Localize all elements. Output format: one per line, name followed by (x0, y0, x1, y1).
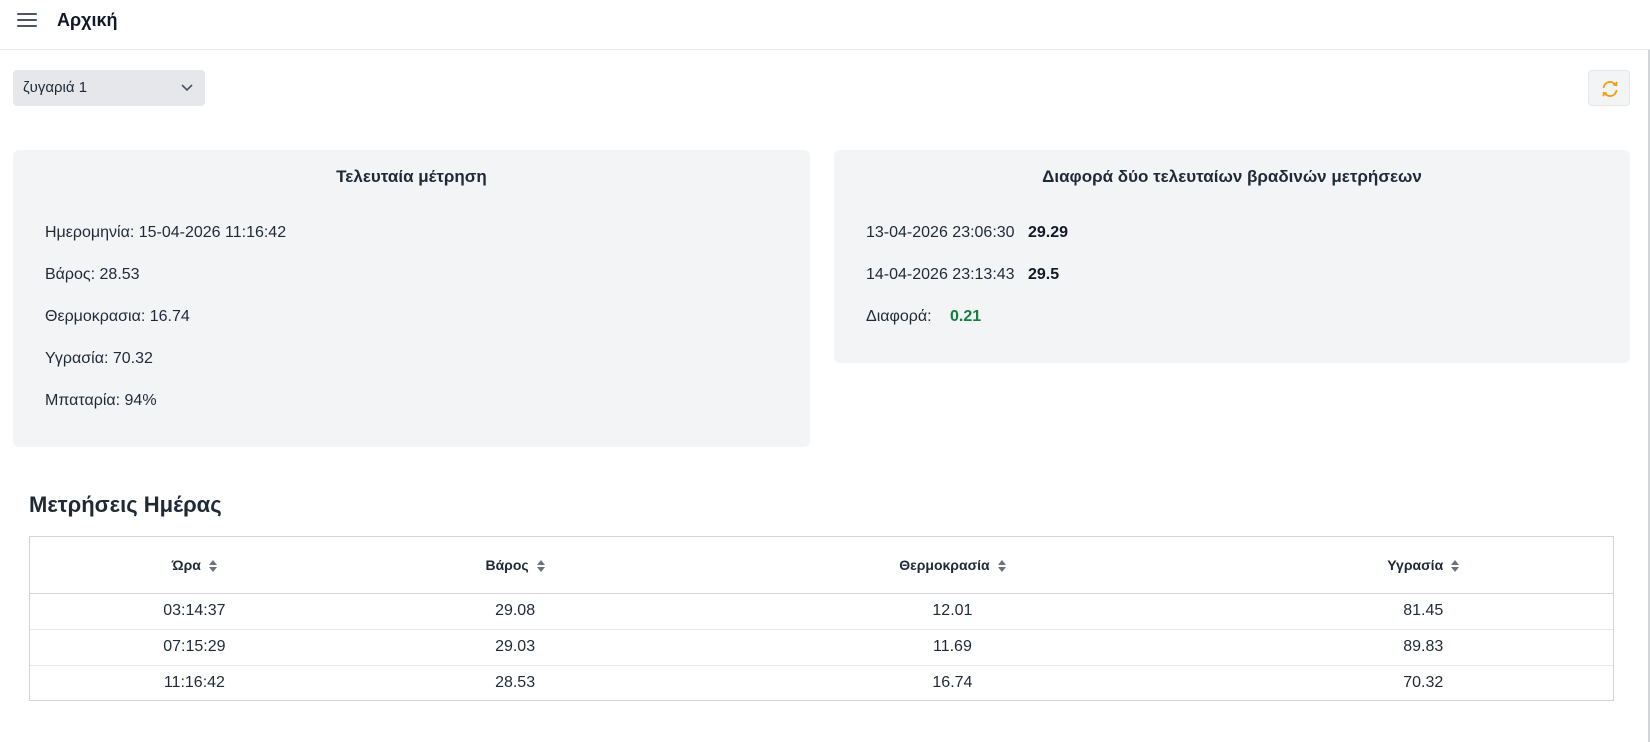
day-measurements-title: Μετρήσεις Ημέρας (29, 492, 222, 517)
sort-icon (997, 559, 1006, 573)
menu-icon[interactable] (17, 13, 37, 29)
difference-label: Διαφορά: (866, 308, 932, 325)
table-cell: 89.83 (1233, 629, 1613, 666)
difference-first-value: 29.29 (1028, 224, 1069, 241)
column-header-humidity[interactable]: Υγρασία (1233, 537, 1613, 594)
difference-card: Διαφορά δύο τελευταίων βραδινών μετρήσεω… (834, 150, 1630, 363)
table-row: 07:15:29 29.03 11.69 89.83 (30, 629, 1613, 666)
difference-result: Διαφορά: 0.21 (866, 308, 981, 326)
column-header-label: Θερμοκρασία (899, 556, 990, 573)
top-bar: Αρχική (0, 0, 1650, 50)
sort-icon (1451, 559, 1460, 573)
difference-first: 13-04-2026 23:06:30 29.29 (866, 224, 1068, 242)
table-cell: 12.01 (671, 593, 1234, 630)
last-measurement-humidity: Υγρασία: 70.32 (45, 350, 153, 367)
table-cell: 29.03 (358, 629, 672, 666)
table-cell: 07:15:29 (30, 629, 359, 666)
refresh-button[interactable] (1588, 70, 1630, 106)
table-cell: 28.53 (495, 674, 536, 692)
last-measurement-weight: Βάρος: 28.53 (45, 266, 140, 283)
last-measurement-card: Τελευταία μέτρηση Ημερομηνία: 15-04-2026… (13, 150, 810, 447)
last-measurement-date: Ημερομηνία: 15-04-2026 11:16:42 (45, 224, 287, 241)
scrollbar-edge (1648, 50, 1650, 742)
difference-value: 0.21 (950, 308, 982, 325)
difference-second-value: 29.5 (1028, 266, 1060, 283)
table-cell: 16.74 (932, 674, 973, 692)
column-header-weight[interactable]: Βάρος (358, 537, 672, 594)
chevron-down-icon (181, 84, 193, 92)
last-measurement-title: Τελευταία μέτρηση (336, 167, 487, 186)
difference-second: 14-04-2026 23:13:43 29.5 (866, 266, 1059, 284)
scale-select[interactable]: ζυγαριά 1 (13, 70, 205, 106)
difference-first-datetime: 13-04-2026 23:06:30 (866, 224, 1015, 241)
scale-select-value: ζυγαριά 1 (23, 79, 88, 96)
table-cell: 03:14:37 (30, 593, 359, 630)
column-header-time[interactable]: Ώρα (30, 537, 359, 594)
column-header-label: Βάρος (485, 556, 529, 573)
refresh-icon (1602, 81, 1618, 97)
column-header-label: Υγρασία (1387, 556, 1444, 573)
sort-icon (536, 559, 545, 573)
table-cell: 11.69 (671, 629, 1234, 666)
table-row: 11:16:42 28.53 16.74 70.32 (30, 665, 1613, 701)
difference-title: Διαφορά δύο τελευταίων βραδινών μετρήσεω… (1042, 167, 1422, 186)
table-cell: 81.45 (1233, 593, 1613, 630)
difference-second-datetime: 14-04-2026 23:13:43 (866, 266, 1015, 283)
sort-icon (208, 559, 217, 573)
page-title: Αρχική (57, 10, 118, 30)
table-row: 03:14:37 29.08 12.01 81.45 (30, 593, 1613, 630)
table-cell: 11:16:42 (163, 674, 225, 692)
day-measurements-table: Ώρα Βάρος Θερμοκρασία Υγρασία 03:14:37 2… (29, 536, 1614, 701)
table-cell: 70.32 (1403, 674, 1444, 692)
last-measurement-temperature: Θερμοκρασια: 16.74 (45, 308, 190, 325)
last-measurement-battery: Μπαταρία: 94% (45, 392, 157, 409)
table-header-row: Ώρα Βάρος Θερμοκρασία Υγρασία (30, 537, 1613, 594)
table-cell: 29.08 (358, 593, 672, 630)
column-header-temperature[interactable]: Θερμοκρασία (671, 537, 1234, 594)
column-header-label: Ώρα (171, 556, 201, 573)
